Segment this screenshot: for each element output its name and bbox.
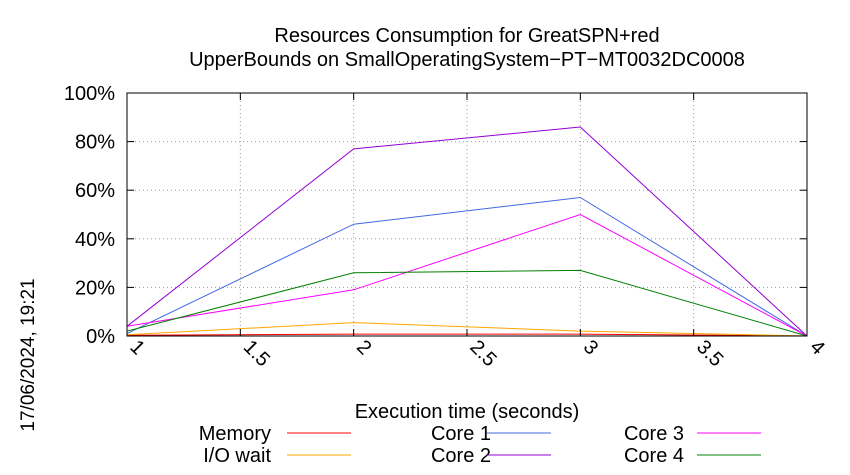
timestamp: 17/06/2024, 19:21 xyxy=(18,278,39,431)
y-tick-label: 40% xyxy=(75,229,115,251)
series-line-core-3 xyxy=(126,213,808,337)
y-tick-label: 20% xyxy=(75,277,115,299)
series-line-core-1 xyxy=(126,196,808,337)
series-line-core-4 xyxy=(126,269,808,337)
x-tick-label: 2 xyxy=(352,336,375,359)
y-tick-label: 80% xyxy=(75,132,115,154)
legend-label-core-2: Core 2 xyxy=(431,445,491,467)
chart-title-line2: UpperBounds on SmallOperatingSystem−PT−M… xyxy=(189,49,745,71)
y-tick-label: 100% xyxy=(64,83,115,105)
x-tick-label: 3.5 xyxy=(692,336,727,371)
y-tick-label: 0% xyxy=(86,326,115,348)
x-tick-label: 4 xyxy=(805,336,828,359)
legend-label-i-o-wait: I/O wait xyxy=(203,445,271,467)
axis-ticks: 0% 20% 40% 60% 80% 100% 1 1.5 2 2.5 3 3.5 4 xyxy=(64,83,829,371)
legend-label-core-3: Core 3 xyxy=(624,423,684,445)
series-lines xyxy=(126,126,808,337)
legend-label-core-1: Core 1 xyxy=(431,423,491,445)
series-line-core-2 xyxy=(126,126,808,337)
legend-label-core-4: Core 4 xyxy=(624,445,684,467)
x-axis-label: Execution time (seconds) xyxy=(355,401,580,423)
legend-label-memory: Memory xyxy=(199,423,271,445)
x-tick-label: 3 xyxy=(579,336,602,359)
chart-title-line1: Resources Consumption for GreatSPN+red xyxy=(274,25,659,47)
y-tick-label: 60% xyxy=(75,180,115,202)
x-tick-label: 1.5 xyxy=(239,336,274,371)
grid xyxy=(127,93,807,336)
x-tick-label: 2.5 xyxy=(465,336,500,371)
x-tick-label: 1 xyxy=(125,336,148,359)
